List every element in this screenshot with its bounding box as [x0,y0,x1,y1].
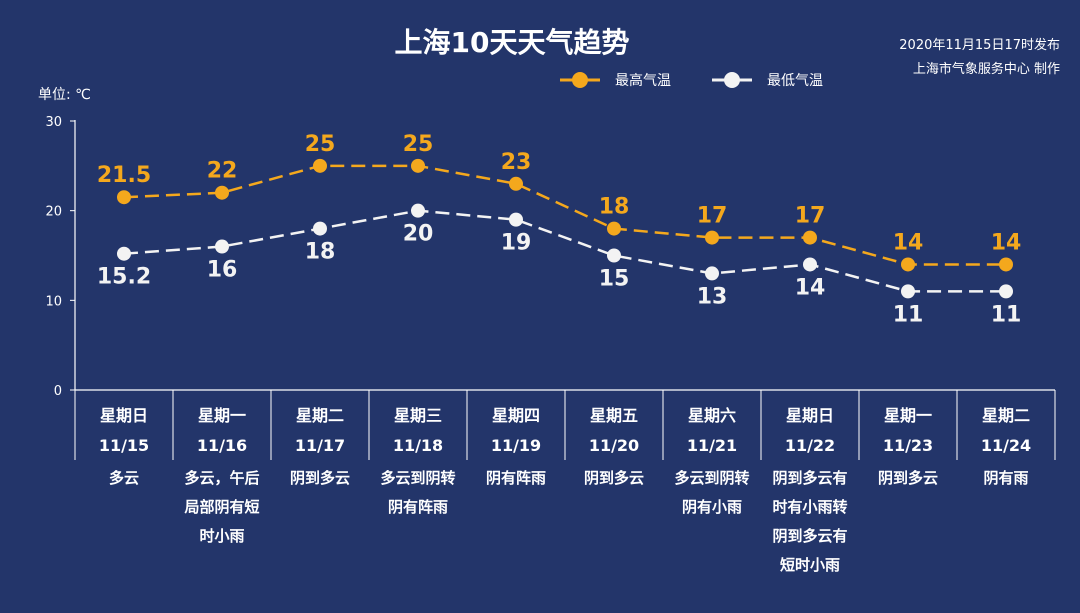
point-high-6 [705,230,719,245]
x-label-day-1: 星期一 [198,406,246,425]
x-label-date-4: 11/19 [491,436,541,455]
weather-text-1-0: 多云，午后 [184,469,259,487]
y-tick-label: 20 [45,205,62,220]
data-label-low-8: 11 [893,302,924,327]
point-high-4 [509,176,523,191]
weather-text-9-0: 阴有雨 [983,469,1028,487]
legend-label-low: 最低气温 [767,73,823,89]
weather-text-1-2: 时小雨 [199,527,244,545]
point-high-0 [117,190,131,205]
weather-text-4-0: 阴有阵雨 [486,469,546,487]
x-label-day-3: 星期三 [394,406,442,425]
weather-text-3-1: 阴有阵雨 [388,498,448,516]
point-high-9 [999,257,1013,272]
x-label-day-4: 星期四 [492,406,540,425]
x-label-day-0: 星期日 [100,406,148,425]
x-label-day-7: 星期日 [786,406,834,425]
point-high-8 [901,257,915,272]
data-label-low-5: 15 [599,267,630,292]
chart-title: 上海10天天气趋势 [395,26,630,59]
x-label-day-2: 星期二 [296,406,344,425]
data-label-low-9: 11 [991,302,1022,327]
axes: 0 10 20 30 [45,115,1056,460]
x-label-date-2: 11/17 [295,436,345,455]
weather-text-1-1: 局部阴有短 [183,498,259,516]
data-label-low-3: 20 [403,222,434,247]
point-low-6 [705,266,719,281]
x-label-date-3: 11/18 [393,436,443,455]
data-label-high-3: 25 [403,132,434,157]
weather-text-7-0: 阴到多云有 [772,469,847,487]
legend-label-high: 最高气温 [615,72,671,89]
weather-text-3-0: 多云到阴转 [380,469,455,487]
x-label-date-7: 11/22 [785,436,835,455]
unit-label: 单位: ℃ [38,87,91,103]
point-low-2 [313,221,327,236]
legend: 最高气温 最低气温 [560,72,823,89]
weather-text-8-0: 阴到多云 [878,469,938,487]
series-line-low [123,209,1006,293]
data-label-high-2: 25 [305,132,336,157]
publisher: 上海市气象服务中心 制作 [913,61,1060,77]
point-low-4 [509,212,523,227]
data-label-high-9: 14 [991,230,1022,255]
point-low-7 [803,257,817,272]
point-low-0 [117,246,131,261]
x-label-day-9: 星期二 [982,406,1030,425]
data-label-high-5: 18 [599,195,630,220]
x-label-date-8: 11/23 [883,436,933,455]
weather-text-7-3: 短时小雨 [780,556,840,574]
point-low-5 [607,248,621,263]
x-label-date-9: 11/24 [981,436,1031,455]
x-label-date-0: 11/15 [99,436,149,455]
x-label-date-5: 11/20 [589,436,639,455]
legend-marker-high [572,72,588,88]
data-label-high-8: 14 [893,230,924,255]
x-label-date-6: 11/21 [687,436,737,455]
weather-text-2-0: 阴到多云 [290,469,350,487]
data-label-low-2: 18 [305,240,336,265]
weather-text-6-1: 阴有小雨 [682,498,742,516]
data-label-low-4: 19 [501,231,532,256]
weather-text-6-0: 多云到阴转 [674,469,749,487]
weather-text-7-2: 阴到多云有 [772,527,847,545]
data-label-high-6: 17 [697,204,728,229]
x-label-day-5: 星期五 [590,406,638,425]
series-line-high [123,164,1006,266]
data-label-high-7: 17 [795,204,826,229]
weather-text-5-0: 阴到多云 [584,469,644,487]
point-low-3 [411,203,425,218]
legend-marker-low [724,72,740,88]
point-low-8 [901,284,915,299]
data-label-high-4: 23 [501,150,532,175]
x-label-day-6: 星期六 [688,406,736,425]
data-label-low-0: 15.2 [97,265,151,290]
weather-text-0-0: 多云 [109,469,139,487]
point-high-1 [215,185,229,200]
y-tick-label: 30 [45,115,62,130]
x-label-day-8: 星期一 [884,406,932,425]
data-label-low-1: 16 [207,258,238,283]
data-label-high-1: 22 [207,159,238,184]
point-low-1 [215,239,229,254]
publish-time: 2020年11月15日17时发布 [899,37,1060,53]
point-high-2 [313,158,327,173]
point-high-7 [803,230,817,245]
data-label-low-6: 13 [697,284,728,309]
x-label-date-1: 11/16 [197,436,247,455]
y-tick-label: 0 [54,384,62,399]
y-tick-label: 10 [45,294,62,309]
data-label-low-7: 14 [795,275,826,300]
point-low-9 [999,284,1013,299]
point-high-5 [607,221,621,236]
weather-text-7-1: 时有小雨转 [772,498,847,516]
data-label-high-0: 21.5 [97,163,151,188]
series-layer: 21.5 22 25 25 23 18 17 17 14 14 15.2 16 18 20 19 15 13 14… [97,132,1021,328]
point-high-3 [411,158,425,173]
